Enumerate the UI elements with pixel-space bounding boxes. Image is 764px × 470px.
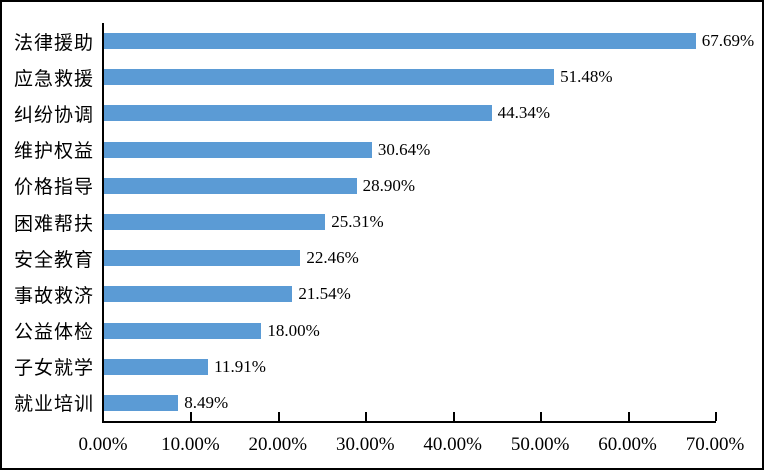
x-axis-tick-label: 20.00% <box>248 434 308 455</box>
bar-row: 22.46% <box>104 240 716 276</box>
x-axis-tick-label: 0.00% <box>78 434 128 455</box>
value-label: 18.00% <box>267 320 320 340</box>
bar-row: 8.49% <box>104 385 716 421</box>
x-axis-tick-label: 50.00% <box>510 434 570 455</box>
category-label: 价格指导 <box>13 177 94 199</box>
x-axis-tick-label: 30.00% <box>335 434 395 455</box>
value-label: 8.49% <box>184 392 229 412</box>
value-label: 30.64% <box>377 139 431 159</box>
bar <box>104 141 372 158</box>
x-axis-tick <box>365 412 368 421</box>
x-axis-tick <box>277 412 280 421</box>
value-label: 22.46% <box>306 248 359 268</box>
bar-row: 67.69% <box>104 23 754 59</box>
bar-row: 51.48% <box>104 59 716 95</box>
bar <box>104 33 696 50</box>
bar <box>104 250 301 267</box>
value-label: 28.90% <box>362 175 416 195</box>
category-label: 子女就学 <box>13 358 94 380</box>
x-axis-tick-label: 60.00% <box>598 434 657 455</box>
value-label: 51.48% <box>560 67 613 87</box>
x-axis-tick-label: 10.00% <box>161 434 220 455</box>
category-label: 应急救援 <box>13 68 94 90</box>
x-axis-tick <box>190 412 193 421</box>
bar-row: 28.90% <box>104 168 716 204</box>
value-label: 21.54% <box>298 284 351 304</box>
bar-row: 21.54% <box>104 276 716 312</box>
bar-row: 11.91% <box>104 349 716 385</box>
bar-row: 25.31% <box>104 204 716 240</box>
x-axis-tick <box>540 412 543 421</box>
bar <box>104 358 209 375</box>
category-label: 安全教育 <box>13 249 94 271</box>
category-label: 纠纷协调 <box>13 104 94 126</box>
category-label: 事故救济 <box>13 285 94 307</box>
value-label: 11.91% <box>214 356 266 376</box>
value-label: 67.69% <box>701 31 755 51</box>
bar-row: 44.34% <box>104 95 716 131</box>
value-label: 44.34% <box>497 103 551 123</box>
category-label: 法律援助 <box>13 32 94 54</box>
bar <box>104 105 492 122</box>
x-axis-tick <box>715 412 717 421</box>
category-label: 就业培训 <box>13 394 94 416</box>
category-label: 公益体检 <box>13 322 94 344</box>
bar-row: 18.00% <box>104 313 716 349</box>
bar <box>104 177 357 194</box>
category-label: 困难帮扶 <box>13 213 94 235</box>
bar <box>104 394 179 411</box>
bar-row: 30.64% <box>104 132 716 168</box>
x-axis-labels: 0.00% 10.00% 20.00% 30.00% 40.00% 50.00% 60.00… <box>78 423 744 457</box>
plot-area: 67.69% 51.48% 44.34% 30.64% 28.90% 25.31% 22.4… <box>102 23 754 423</box>
x-axis-tick <box>627 412 630 421</box>
bar <box>104 322 262 339</box>
value-label: 25.31% <box>331 212 384 232</box>
bar <box>104 214 326 231</box>
x-axis-tick-label: 40.00% <box>423 434 482 455</box>
x-axis-tick-label: 70.00% <box>685 434 745 455</box>
x-axis-tick <box>452 412 455 421</box>
category-axis: 法律援助应急救援纠纷协调维护权益价格指导困难帮扶安全教育事故救济公益体检子女就学… <box>2 23 94 421</box>
bar <box>104 69 555 86</box>
category-label: 维护权益 <box>13 141 94 163</box>
bar <box>104 286 293 303</box>
